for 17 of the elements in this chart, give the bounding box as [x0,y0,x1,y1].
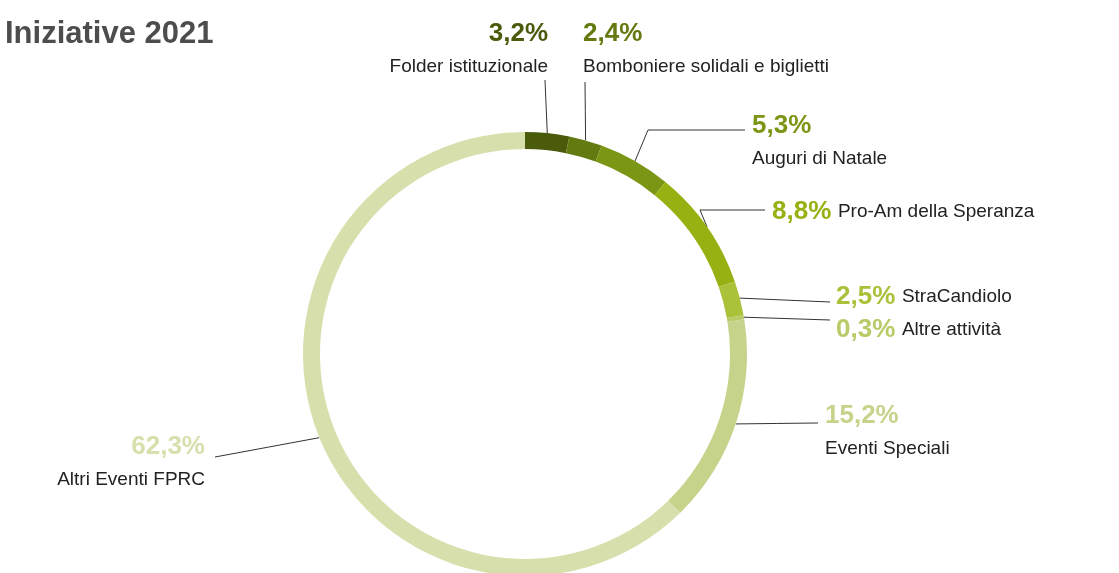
data-label: 0,3% [836,313,896,343]
slice-label: StraCandiolo [901,284,1012,306]
slice-label: Eventi Speciali [825,436,950,458]
chart-title: Iniziative 2021 [5,15,214,50]
data-label: 8,8% [772,195,832,225]
slice-label: Bomboniere solidali e biglietti [583,54,830,76]
data-label: 2,5% [836,280,896,310]
slice-label: Altri Eventi FPRC [57,467,205,489]
data-label: 5,3% [752,109,812,139]
data-label: 62,3% [131,430,205,460]
slice-label: Altre attività [901,317,1002,339]
data-label: 2,4% [583,17,643,47]
data-label: 15,2% [825,399,899,429]
slice-label: Pro-Am della Speranza [837,199,1035,221]
slice-label: Auguri di Natale [752,146,888,168]
slice-label: Folder istituzionale [389,54,548,76]
data-label: 3,2% [488,17,548,47]
